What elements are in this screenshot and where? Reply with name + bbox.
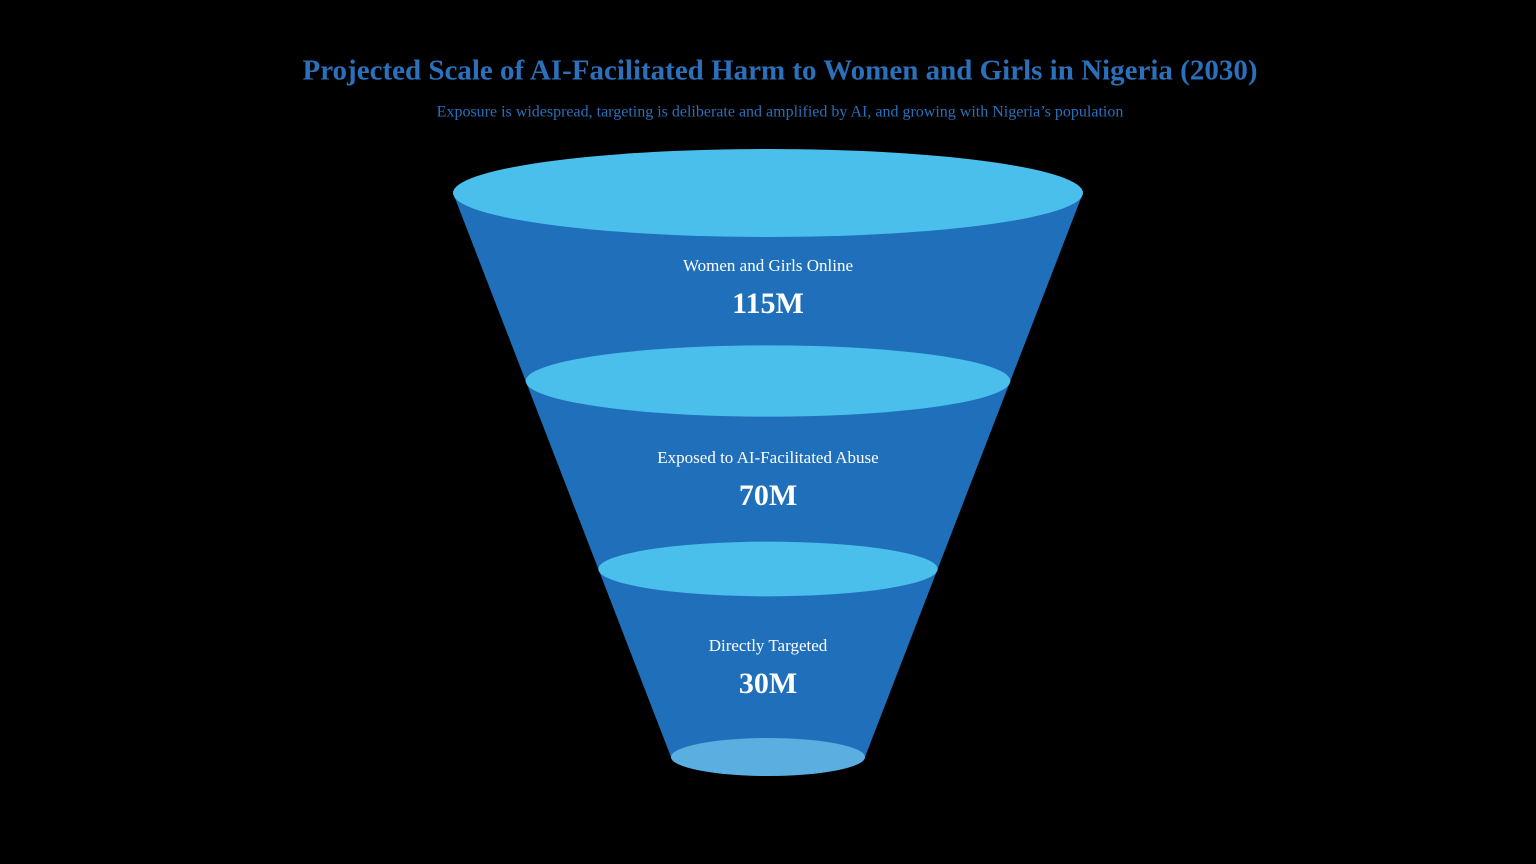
chart-title: Projected Scale of AI-Facilitated Harm t…	[303, 55, 1258, 87]
funnel-rim	[598, 541, 938, 597]
funnel-rim	[453, 149, 1083, 237]
funnel-rim	[671, 738, 865, 776]
chart-subtitle: Exposure is widespread, targeting is del…	[437, 104, 1124, 121]
funnel-rim	[525, 345, 1011, 417]
value-label: 70M	[739, 479, 797, 512]
value-label: 115M	[732, 287, 804, 320]
segment-label: Exposed to AI-Facilitated Abuse	[657, 448, 878, 467]
value-label: 30M	[739, 667, 797, 700]
funnel-segment	[598, 569, 938, 776]
funnel-segment	[525, 381, 1011, 597]
segment-label: Directly Targeted	[709, 636, 828, 655]
segment-label: Women and Girls Online	[683, 256, 853, 275]
